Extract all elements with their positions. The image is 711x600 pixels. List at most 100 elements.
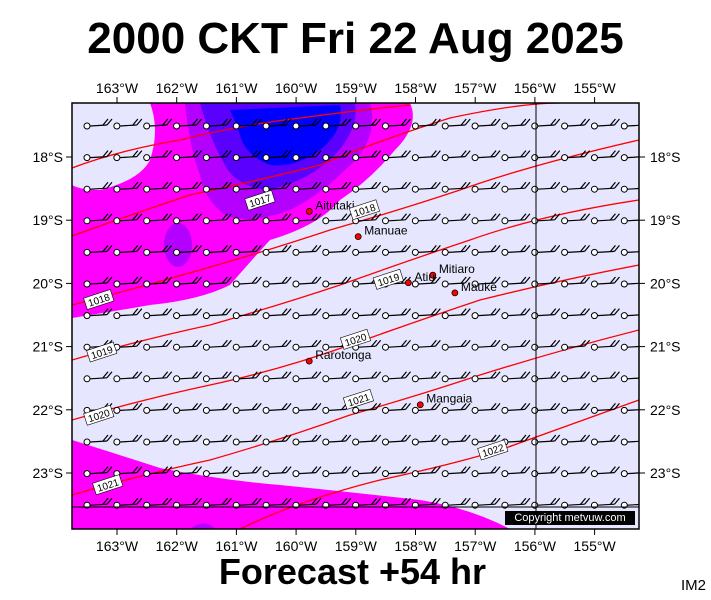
wind-barb bbox=[292, 308, 322, 320]
wind-barb bbox=[292, 466, 322, 478]
wind-barb bbox=[382, 403, 411, 414]
wind-barb bbox=[531, 118, 561, 130]
wind-barb bbox=[262, 150, 292, 162]
wind-barb bbox=[232, 150, 262, 162]
wind-barb bbox=[471, 403, 501, 414]
wind-barb bbox=[620, 280, 639, 288]
wind-barb bbox=[561, 213, 591, 225]
copyright-badge: Copyright metvuw.com bbox=[505, 511, 635, 525]
wind-barb bbox=[471, 181, 501, 193]
lon-label-bottom: 161°W bbox=[215, 538, 258, 554]
wind-barb bbox=[322, 276, 352, 288]
wind-barb bbox=[83, 150, 113, 162]
wind-barb bbox=[292, 371, 322, 383]
wind-barb bbox=[441, 276, 471, 288]
lat-label-left: 20°S bbox=[32, 275, 63, 291]
wind-barb bbox=[411, 434, 441, 446]
wind-barb bbox=[411, 118, 441, 130]
town-label: Aitutaki bbox=[315, 198, 354, 212]
wind-barb bbox=[471, 118, 501, 130]
town-marker bbox=[404, 279, 412, 287]
town-label: Rarotonga bbox=[315, 348, 371, 362]
wind-barb bbox=[441, 181, 471, 193]
lon-label-top: 161°W bbox=[215, 80, 258, 96]
lat-label-left: 22°S bbox=[32, 402, 63, 418]
wind-barb bbox=[471, 150, 501, 162]
lat-label-right: 20°S bbox=[650, 275, 681, 291]
wind-barb bbox=[202, 276, 232, 288]
wind-barb bbox=[173, 308, 203, 320]
wind-barb bbox=[501, 150, 531, 162]
wind-barb bbox=[143, 466, 173, 478]
wind-barb bbox=[232, 213, 262, 225]
wind-barb bbox=[202, 213, 232, 225]
wind-barb bbox=[561, 371, 591, 383]
wind-barb bbox=[352, 466, 382, 478]
town-marker bbox=[429, 271, 437, 279]
wind-barb bbox=[202, 339, 232, 351]
wind-barb bbox=[292, 118, 322, 130]
wind-barb bbox=[143, 276, 173, 288]
lon-label-bottom: 158°W bbox=[394, 538, 437, 554]
wind-barb bbox=[143, 118, 173, 130]
wind-barb bbox=[232, 403, 262, 414]
lat-label-right: 19°S bbox=[650, 212, 681, 228]
lon-label-bottom: 163°W bbox=[96, 538, 139, 554]
wind-barb bbox=[173, 150, 203, 162]
wind-barb bbox=[471, 371, 501, 383]
forecast-label: Forecast +54 hr bbox=[0, 551, 711, 593]
lon-label-top: 163°W bbox=[96, 80, 139, 96]
lat-label-left: 21°S bbox=[32, 339, 63, 355]
rain-area-north-core bbox=[230, 105, 341, 166]
wind-barb bbox=[262, 339, 292, 351]
wind-barb bbox=[232, 466, 262, 478]
wind-barb bbox=[83, 308, 113, 320]
wind-barb bbox=[83, 276, 113, 288]
wind-barb bbox=[411, 181, 441, 193]
wind-barb bbox=[202, 150, 232, 162]
wind-barb bbox=[382, 150, 411, 162]
wind-barb bbox=[590, 118, 620, 130]
wind-barb bbox=[561, 339, 591, 351]
wind-barb bbox=[143, 403, 173, 414]
wind-barb bbox=[501, 339, 531, 351]
wind-barb bbox=[441, 371, 471, 383]
wind-barb bbox=[382, 497, 411, 509]
wind-barb bbox=[322, 466, 352, 478]
wind-barb bbox=[322, 150, 352, 162]
forecast-text: Forecast +54 hr bbox=[218, 551, 487, 592]
town-marker bbox=[451, 289, 459, 297]
wind-barb bbox=[561, 308, 591, 320]
wind-barb bbox=[411, 497, 441, 509]
wind-barb bbox=[232, 245, 262, 256]
wind-barb bbox=[501, 213, 531, 225]
wind-barb bbox=[501, 371, 531, 383]
wind-barb bbox=[322, 181, 352, 193]
wind-barb bbox=[411, 403, 441, 414]
wind-barb bbox=[113, 434, 143, 446]
wind-barb bbox=[620, 312, 639, 320]
wind-barb bbox=[173, 276, 203, 288]
wind-barb bbox=[411, 466, 441, 478]
wind-barb bbox=[561, 434, 591, 446]
wind-barb bbox=[262, 308, 292, 320]
wind-barb bbox=[173, 466, 203, 478]
wind-barb bbox=[382, 245, 411, 256]
wind-barb bbox=[411, 276, 441, 288]
lat-label-right: 22°S bbox=[650, 402, 681, 418]
wind-barb bbox=[441, 466, 471, 478]
wind-barb bbox=[83, 213, 113, 225]
wind-barb bbox=[83, 434, 113, 446]
wind-barb bbox=[173, 245, 203, 256]
wind-barb bbox=[590, 245, 620, 256]
wind-barb bbox=[232, 181, 262, 193]
wind-barb bbox=[561, 150, 591, 162]
wind-barb bbox=[620, 217, 639, 225]
wind-barb bbox=[202, 403, 232, 414]
wind-barb bbox=[83, 118, 113, 130]
wind-barb bbox=[382, 371, 411, 383]
wind-barb bbox=[441, 339, 471, 351]
lon-label-bottom: 159°W bbox=[335, 538, 378, 554]
wind-barb bbox=[262, 434, 292, 446]
wind-barb bbox=[471, 466, 501, 478]
